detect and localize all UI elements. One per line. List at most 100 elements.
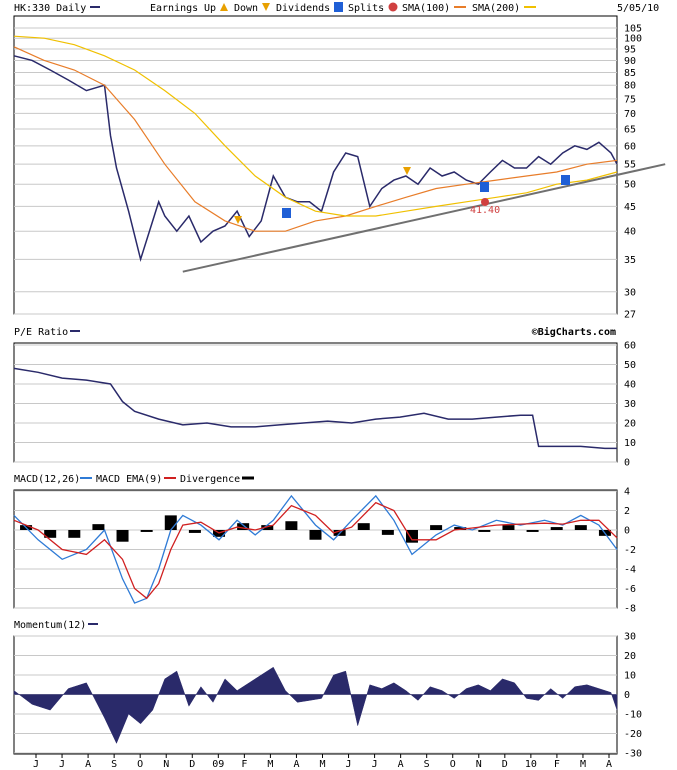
price-ytick-label-9: 60: [624, 141, 636, 152]
price-ytick-label-14: 35: [624, 255, 636, 266]
x-tick-label-8: F: [241, 759, 247, 770]
price-ytick-label-10: 55: [624, 160, 636, 171]
momentum-ytick-label-1: 20: [624, 651, 636, 662]
momentum-area-0: [13, 666, 618, 744]
pe-title: P/E Ratio: [14, 327, 68, 338]
macd-legend-label-1: Divergence: [180, 474, 240, 485]
x-tick-label-14: A: [398, 759, 404, 770]
macd-divergence-bar-14: [357, 523, 370, 530]
earnings-marker-0: [234, 216, 242, 224]
macd-legend-label-0: MACD EMA(9): [96, 474, 162, 485]
price-series-2: [13, 35, 618, 217]
x-tick-label-2: A: [85, 759, 91, 770]
price-ytick-label-13: 40: [624, 227, 636, 238]
pe-plot-frame: [13, 342, 618, 463]
price-ytick-label-0: 105: [624, 23, 642, 34]
macd-title: MACD(12,26): [14, 474, 80, 485]
momentum-ytick-label-4: -10: [624, 710, 642, 721]
x-tick-label-18: D: [502, 759, 508, 770]
pe-ytick-label-4: 20: [624, 419, 636, 430]
x-tick-label-17: N: [476, 759, 482, 770]
momentum-ytick-label-6: -30: [624, 749, 642, 760]
x-tick-label-16: O: [450, 759, 456, 770]
x-tick-label-1: J: [59, 759, 65, 770]
x-tick-label-19: 10: [525, 759, 537, 770]
legend-label-4: Splits: [348, 3, 384, 14]
price-ytick-label-5: 80: [624, 81, 636, 92]
x-tick-label-21: M: [580, 759, 586, 770]
dividend-marker-2: [561, 175, 570, 185]
earnings-marker-1: [403, 167, 411, 175]
legend-split-icon: [388, 2, 398, 12]
price-ytick-label-8: 65: [624, 124, 636, 135]
macd-divergence-bar-22: [550, 527, 563, 530]
macd-divergence-bar-5: [140, 530, 153, 532]
price-ytick-label-16: 27: [624, 310, 636, 321]
price-ytick-label-4: 85: [624, 68, 636, 79]
legend-label-6: SMA(200): [472, 3, 520, 14]
macd-divergence-bar-12: [309, 530, 322, 540]
momentum-ytick-label-2: 10: [624, 671, 636, 682]
x-tick-label-13: J: [372, 759, 378, 770]
macd-ytick-label-2: 0: [624, 526, 630, 537]
price-series-1: [13, 46, 618, 232]
macd-divergence-bar-21: [526, 530, 539, 532]
pe-series-0: [13, 367, 617, 450]
legend-label-3: Dividends: [276, 3, 330, 14]
macd-divergence-bar-10: [261, 525, 274, 530]
macd-divergence-bar-9: [237, 523, 250, 530]
x-tick-label-6: D: [189, 759, 195, 770]
macd-divergence-bar-17: [430, 525, 443, 530]
split-marker: [481, 198, 489, 206]
x-tick-label-11: M: [319, 759, 325, 770]
price-title: HK:330 Daily: [14, 3, 86, 14]
pe-ytick-label-2: 40: [624, 380, 636, 391]
price-ytick-label-11: 50: [624, 180, 636, 191]
legend-down-icon: [262, 3, 270, 11]
x-tick-label-5: N: [163, 759, 169, 770]
momentum-ytick-label-0: 30: [624, 632, 636, 643]
dividend-marker-1: [480, 182, 489, 192]
x-tick-label-4: O: [137, 759, 143, 770]
price-series-3: [182, 163, 666, 273]
pe-ytick-label-5: 10: [624, 438, 636, 449]
macd-ytick-label-0: 4: [624, 487, 630, 498]
macd-divergence-bar-2: [68, 530, 81, 538]
macd-divergence-bar-4: [116, 530, 129, 542]
price-ytick-label-7: 70: [624, 109, 636, 120]
price-ytick-label-1: 100: [624, 34, 642, 45]
macd-series-0: [13, 494, 618, 604]
momentum-title: Momentum(12): [14, 620, 86, 631]
credit-label: ©BigCharts.com: [532, 326, 616, 338]
legend-dividend-icon: [334, 2, 343, 12]
pe-ytick-label-0: 60: [624, 341, 636, 352]
macd-ytick-label-5: -6: [624, 584, 636, 595]
price-series-0: [13, 55, 618, 263]
legend-label-1: Up: [204, 3, 216, 14]
macd-panel: 4 2 0 -2 -4 -6 -8 MACD(12,26) MACD EMA(9) Dive…: [13, 474, 636, 615]
macd-ytick-label-6: -8: [624, 604, 636, 615]
x-tick-label-20: F: [554, 759, 560, 770]
pe-ytick-label-3: 30: [624, 399, 636, 410]
x-tick-label-9: M: [267, 759, 273, 770]
macd-ytick-label-3: -2: [624, 545, 636, 556]
macd-divergence-bar-20: [502, 525, 515, 530]
legend-up-icon: [220, 3, 228, 11]
x-axis: J J A S O N D 09 F M A M J J A S O N D 10 F M A: [33, 754, 612, 770]
momentum-ytick-label-5: -20: [624, 729, 642, 740]
macd-divergence-bar-3: [92, 524, 105, 530]
price-ytick-label-12: 45: [624, 202, 636, 213]
x-tick-label-7: 09: [212, 759, 224, 770]
price-ytick-label-2: 95: [624, 45, 636, 56]
macd-ytick-label-1: 2: [624, 506, 630, 517]
x-tick-label-15: S: [424, 759, 430, 770]
price-ytick-label-15: 30: [624, 287, 636, 298]
price-annotation: 41.40: [470, 205, 500, 216]
price-ytick-label-3: 90: [624, 56, 636, 67]
momentum-ytick-label-3: 0: [624, 690, 630, 701]
macd-divergence-bar-23: [574, 525, 587, 530]
price-date-label: 5/05/10: [617, 3, 659, 14]
macd-divergence-bar-15: [381, 530, 394, 535]
